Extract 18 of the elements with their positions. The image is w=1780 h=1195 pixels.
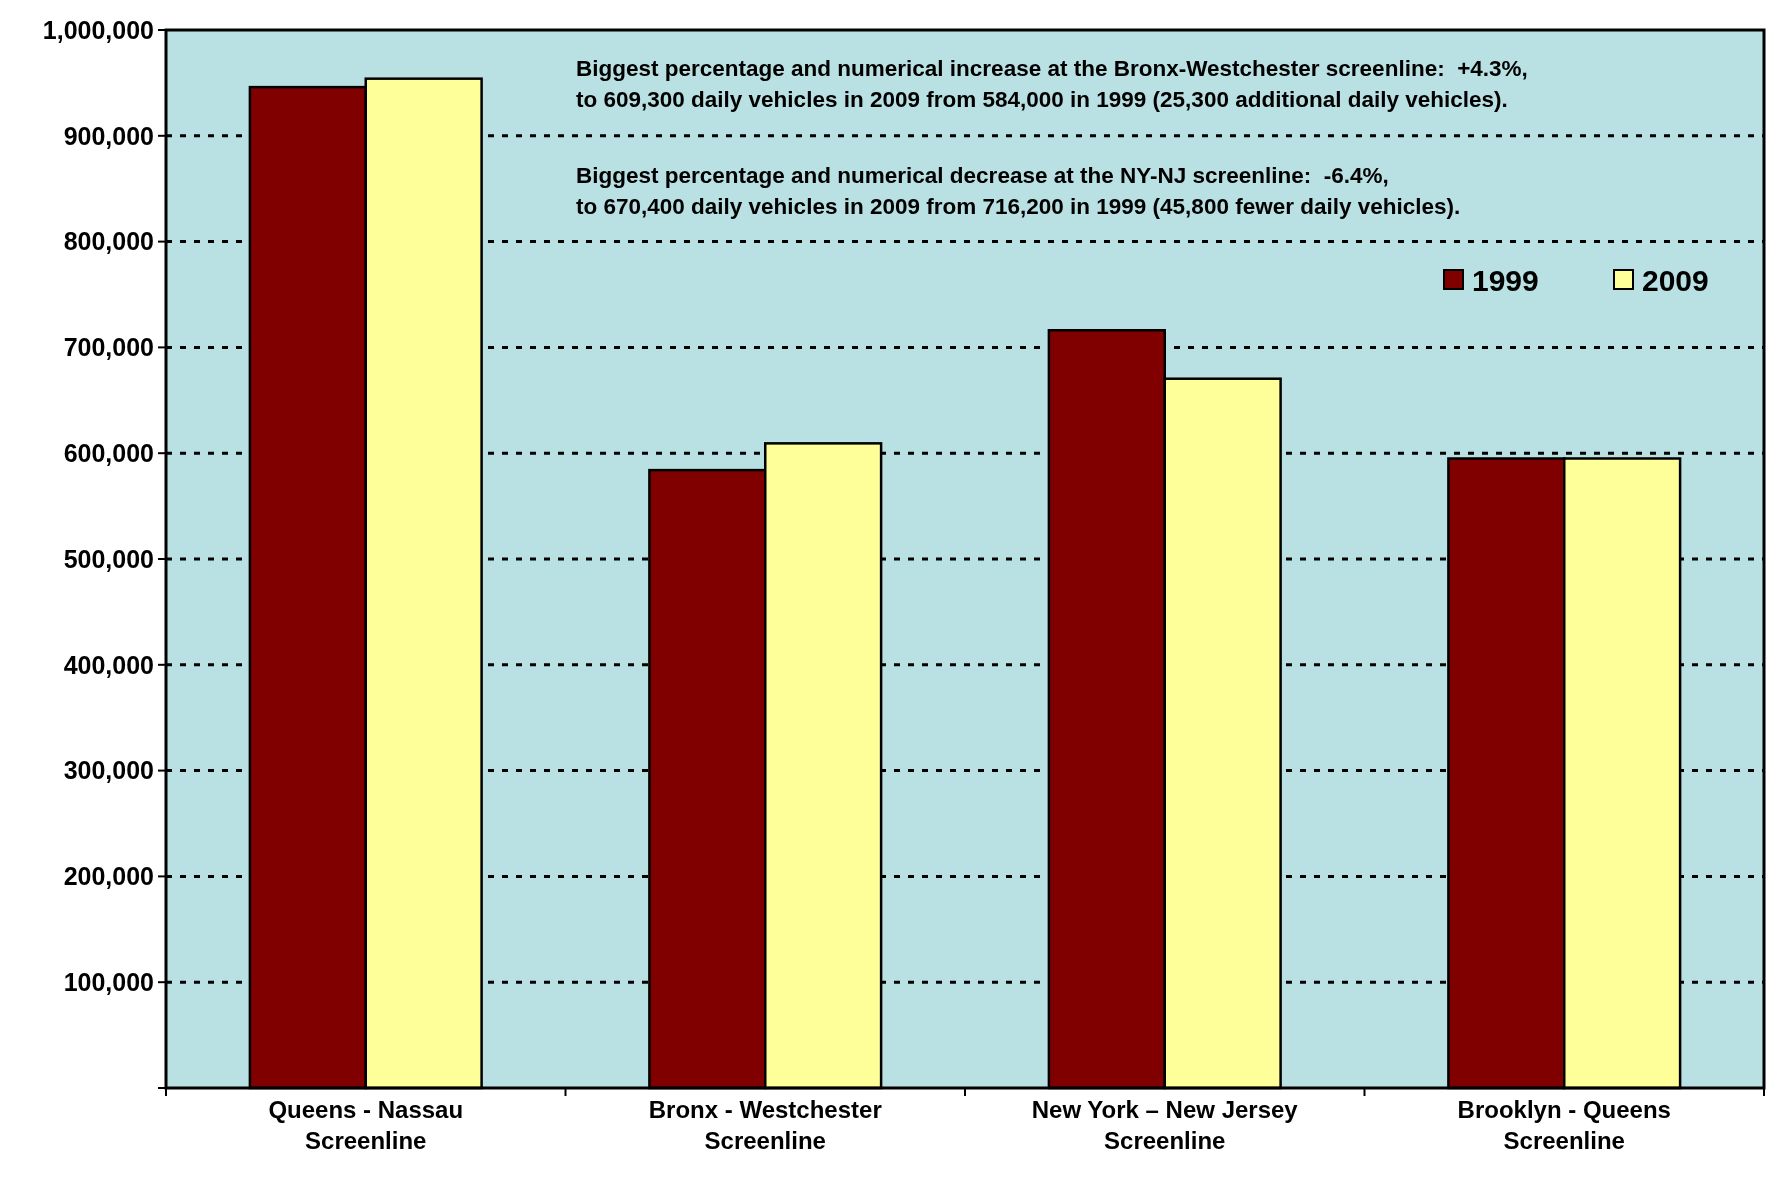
y-tick-label: 1,000,000 xyxy=(42,15,154,44)
legend-label: 2009 xyxy=(1642,263,1709,297)
y-tick-label: 200,000 xyxy=(63,862,154,891)
y-tick-label: 300,000 xyxy=(63,756,154,785)
y-tick-label: 400,000 xyxy=(63,650,154,679)
x-tick-label: Brooklyn - Queens Screenline xyxy=(1457,1096,1671,1154)
y-tick-label: 700,000 xyxy=(63,333,154,362)
annotation: Biggest percentage and numerical decrease at the NY-NJ screenline: -6.4%, to 670,400 daily vehicles in 2009 from 716,200 in 1999 (45,800 fewer daily vehicles). xyxy=(576,163,1461,219)
x-tick-label: Bronx - Westchester Screenline xyxy=(648,1096,882,1154)
annotation: Biggest percentage and numerical increase at the Bronx-Westchester screenline: +4.3%, to 609,300 daily vehicles in 2009 from 584,000 in 1999 (25,300 additional daily vehicles). xyxy=(576,56,1528,112)
y-tick-label: 600,000 xyxy=(63,438,154,467)
legend-label: 1999 xyxy=(1472,263,1539,297)
y-tick-label: 500,000 xyxy=(63,544,154,573)
x-tick-label: Queens - Nassau Screenline xyxy=(268,1096,464,1154)
y-tick-label: 900,000 xyxy=(63,121,154,150)
y-tick-label: 800,000 xyxy=(63,227,154,256)
x-tick-label: New York – New Jersey Screenline xyxy=(1031,1096,1299,1154)
y-tick-label: 100,000 xyxy=(63,967,154,996)
